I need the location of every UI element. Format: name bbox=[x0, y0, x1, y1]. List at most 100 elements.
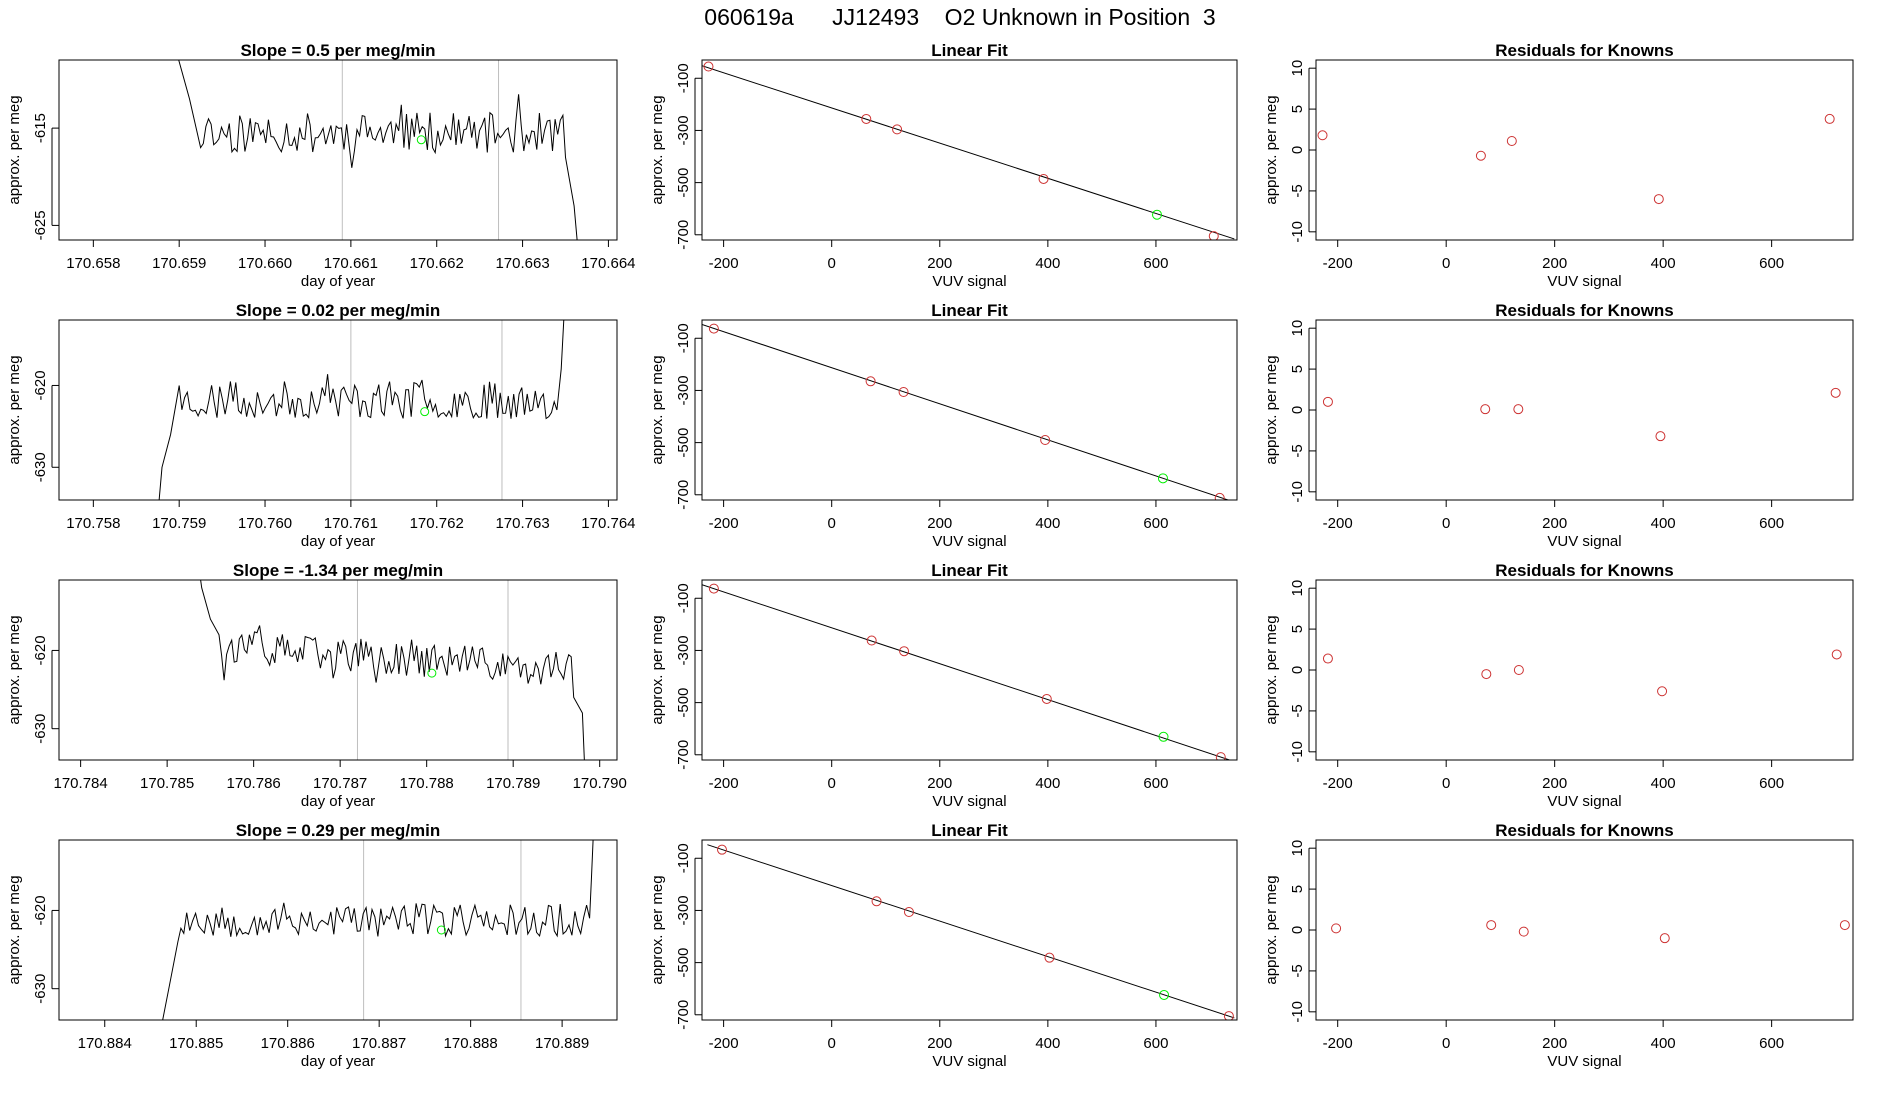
y-axis: -100 -300 -500 -700 approx. per meg bbox=[649, 583, 702, 770]
y-axis: -620 -630 approx. per meg bbox=[6, 875, 59, 1004]
known-point bbox=[861, 113, 872, 124]
y-axis-label: approx. per meg bbox=[1263, 875, 1280, 984]
y-axis-label: approx. per meg bbox=[6, 875, 23, 984]
residual-point bbox=[1653, 194, 1664, 205]
x-axis: -200 0 200 400 600 VUV signal bbox=[709, 1019, 1168, 1070]
panel-title: Residuals for Knowns bbox=[1495, 561, 1674, 580]
residual-point bbox=[1659, 933, 1670, 944]
y-tick-label: -700 bbox=[675, 740, 692, 770]
y-axis: 10 5 0 -5 -10 approx. per meg bbox=[1263, 840, 1316, 1023]
x-tick-label: 600 bbox=[1143, 255, 1168, 272]
x-axis-label: day of year bbox=[301, 273, 375, 290]
x-tick-label: 400 bbox=[1651, 775, 1676, 792]
y-tick-label: 5 bbox=[1289, 365, 1306, 373]
residual-point bbox=[1655, 431, 1666, 442]
residual-point bbox=[1322, 653, 1333, 664]
x-tick-label: 400 bbox=[1651, 515, 1676, 532]
plot-area bbox=[1331, 920, 1850, 944]
x-tick-label: 600 bbox=[1143, 775, 1168, 792]
plot-area bbox=[1322, 649, 1842, 697]
figure-title: 060619a JJ12493 O2 Unknown in Position 3 bbox=[704, 4, 1215, 30]
known-point bbox=[708, 323, 719, 334]
x-tick-label: -200 bbox=[1323, 515, 1353, 532]
x-axis-label: VUV signal bbox=[932, 1053, 1006, 1070]
y-tick-label: -500 bbox=[675, 428, 692, 458]
unknown-point bbox=[1159, 989, 1170, 1000]
y-tick-label: -10 bbox=[1289, 1001, 1306, 1023]
unknown-sample-point bbox=[416, 135, 426, 145]
x-axis-label: VUV signal bbox=[1547, 273, 1621, 290]
residual-point bbox=[1657, 686, 1668, 697]
x-axis-label: VUV signal bbox=[932, 793, 1006, 810]
y-axis: 10 5 0 -5 -10 approx. per meg bbox=[1263, 320, 1316, 503]
residual-point bbox=[1475, 150, 1486, 161]
plot-frame bbox=[1315, 59, 1854, 241]
y-axis: -625 -615 approx. per meg bbox=[6, 95, 59, 240]
panel-title: Slope = 0.5 per meg/min bbox=[240, 41, 435, 60]
x-axis-label: day of year bbox=[301, 1053, 375, 1070]
fit-line bbox=[707, 844, 1235, 1019]
plot-area bbox=[162, 840, 594, 1020]
y-axis-label: approx. per meg bbox=[6, 355, 23, 464]
panel-r4-c3: Residuals for Knowns -200 0 200 400 600 VUV si… bbox=[1263, 821, 1854, 1070]
known-point bbox=[1041, 693, 1052, 704]
known-point bbox=[903, 907, 914, 917]
y-tick-label: -615 bbox=[32, 113, 49, 143]
x-tick-label: 200 bbox=[927, 255, 952, 272]
x-axis: -200 0 200 400 600 VUV signal bbox=[1323, 239, 1784, 290]
panel-r3-c2: Linear Fit -200 0 200 400 600 VUV signal -100 -3… bbox=[649, 561, 1238, 810]
x-tick-label: 170.887 bbox=[352, 1035, 406, 1052]
y-tick-label: 5 bbox=[1289, 105, 1306, 113]
residual-point bbox=[1506, 136, 1517, 146]
x-tick-label: 400 bbox=[1651, 1035, 1676, 1052]
x-tick-label: -200 bbox=[1323, 1035, 1353, 1052]
y-tick-label: -10 bbox=[1289, 221, 1306, 243]
x-axis: -200 0 200 400 600 VUV signal bbox=[709, 499, 1168, 550]
residual-point bbox=[1513, 665, 1524, 675]
x-tick-label: 200 bbox=[927, 515, 952, 532]
x-axis: -200 0 200 400 600 VUV signal bbox=[1323, 759, 1784, 810]
x-tick-label: 400 bbox=[1651, 255, 1676, 272]
y-axis: -100 -300 -500 -700 approx. per meg bbox=[649, 843, 702, 1030]
data-trace-line bbox=[158, 320, 565, 500]
x-axis-label: VUV signal bbox=[1547, 1053, 1621, 1070]
y-tick-label: -620 bbox=[32, 635, 49, 665]
y-tick-label: 0 bbox=[1289, 666, 1306, 674]
x-tick-label: 600 bbox=[1759, 255, 1784, 272]
y-axis-label: approx. per meg bbox=[6, 615, 23, 724]
residual-point bbox=[1830, 387, 1841, 398]
y-axis-label: approx. per meg bbox=[649, 355, 666, 464]
plot-area bbox=[702, 323, 1230, 500]
x-tick-label: 170.785 bbox=[140, 775, 194, 792]
residual-point bbox=[1481, 669, 1492, 680]
y-axis-label: approx. per meg bbox=[649, 615, 666, 724]
y-axis-label: approx. per meg bbox=[649, 875, 666, 984]
residual-point bbox=[1486, 920, 1497, 931]
plot-area bbox=[707, 844, 1235, 1020]
y-tick-label: -700 bbox=[675, 1000, 692, 1030]
x-tick-label: 0 bbox=[1442, 515, 1450, 532]
plot-frame bbox=[58, 839, 618, 1021]
y-tick-label: 0 bbox=[1289, 146, 1306, 154]
x-tick-label: 170.660 bbox=[238, 255, 292, 272]
x-tick-label: 400 bbox=[1035, 255, 1060, 272]
y-tick-label: -500 bbox=[675, 688, 692, 718]
known-point bbox=[1038, 173, 1049, 184]
plot-area bbox=[1322, 387, 1841, 442]
x-tick-label: 170.889 bbox=[535, 1035, 589, 1052]
y-tick-label: -630 bbox=[32, 974, 49, 1004]
residual-point bbox=[1322, 396, 1333, 407]
unknown-point bbox=[1152, 209, 1163, 220]
y-tick-label: -500 bbox=[675, 168, 692, 198]
x-axis: -200 0 200 400 600 VUV signal bbox=[1323, 1019, 1784, 1070]
y-tick-label: -5 bbox=[1289, 184, 1306, 197]
x-tick-label: 170.763 bbox=[495, 515, 549, 532]
x-tick-label: 170.661 bbox=[324, 255, 378, 272]
x-tick-label: -200 bbox=[709, 515, 739, 532]
x-tick-label: 400 bbox=[1035, 775, 1060, 792]
x-axis-label: VUV signal bbox=[932, 533, 1006, 550]
panel-title: Slope = -1.34 per meg/min bbox=[233, 561, 443, 580]
panel-r1-c2: Linear Fit -200 0 200 400 600 VUV signal -100 -3… bbox=[649, 41, 1238, 290]
x-tick-label: 170.662 bbox=[410, 255, 464, 272]
